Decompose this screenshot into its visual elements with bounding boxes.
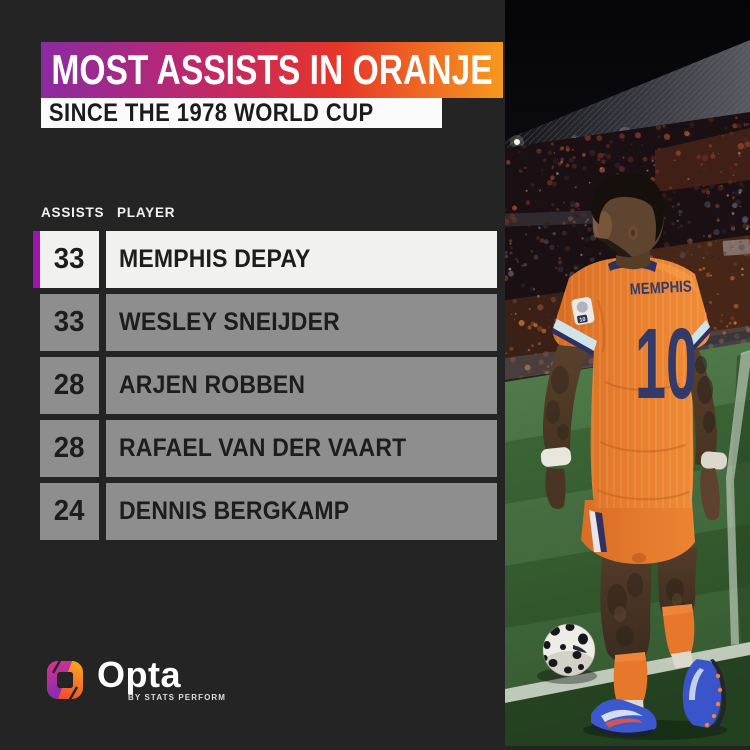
player-cell: WESLEY SNEIJDER (106, 294, 497, 351)
table-row: 33 WESLEY SNEIJDER (33, 294, 497, 351)
player-beard (597, 238, 632, 258)
table-row: 28 RAFAEL VAN DER VAART (33, 420, 497, 477)
left-sleeve-cuff (553, 319, 597, 351)
right-sleeve-cuff (686, 320, 710, 350)
soccer-ball (537, 623, 597, 684)
column-header-assists: ASSISTS (41, 205, 105, 220)
opta-logo-icon (47, 658, 83, 702)
assists-cell: 33 (40, 294, 99, 351)
jersey-number: 10 (635, 308, 697, 420)
assists-cell: 28 (40, 420, 99, 477)
row-accent-bar (33, 231, 40, 288)
assists-cell: 24 (40, 483, 99, 540)
assists-cell: 28 (40, 357, 99, 414)
ball-swoosh (573, 645, 587, 653)
pitch-side-line (726, 350, 750, 645)
opta-brand-name: Opta (97, 653, 182, 695)
opta-logo-text: Opta BY STATS PERFORM (97, 653, 227, 703)
jersey-name: MEMPHIS (629, 278, 692, 298)
player-cell: ARJEN ROBBEN (106, 357, 497, 414)
table-row: 24 DENNIS BERGKAMP (33, 483, 497, 540)
page-subtitle: SINCE THE 1978 WORLD CUP (48, 98, 374, 127)
player-cell: RAFAEL VAN DER VAART (106, 420, 497, 477)
page-title: MOST ASSISTS IN ORANJE (51, 46, 493, 93)
table-row: 33 MEMPHIS DEPAY (33, 231, 497, 288)
player-photo: 10 MEMPHIS 10 (505, 0, 750, 746)
sleeve-patch: 10 (571, 297, 595, 325)
title-banner: MOST ASSISTS IN ORANJE (41, 42, 503, 98)
table-row: 28 ARJEN ROBBEN (33, 357, 497, 414)
assists-cell: 33 (40, 231, 99, 288)
player-boots (591, 659, 727, 738)
player-cell: DENNIS BERGKAMP (106, 483, 497, 540)
table-rows: 33 MEMPHIS DEPAY 33 WESLEY SNEIJDER 28 A… (33, 231, 497, 546)
sleeve-patch-number: 10 (579, 317, 586, 324)
opta-tagline: BY STATS PERFORM (128, 693, 227, 703)
subtitle-banner: SINCE THE 1978 WORLD CUP (41, 98, 442, 128)
column-header-player: PLAYER (117, 205, 176, 220)
player-hair (590, 172, 665, 242)
player-head (590, 172, 665, 270)
opta-logo: Opta BY STATS PERFORM (44, 656, 226, 704)
player-socks (613, 604, 695, 714)
player-arms (540, 345, 728, 521)
player-cell: MEMPHIS DEPAY (106, 231, 497, 288)
player-shorts (581, 500, 695, 564)
